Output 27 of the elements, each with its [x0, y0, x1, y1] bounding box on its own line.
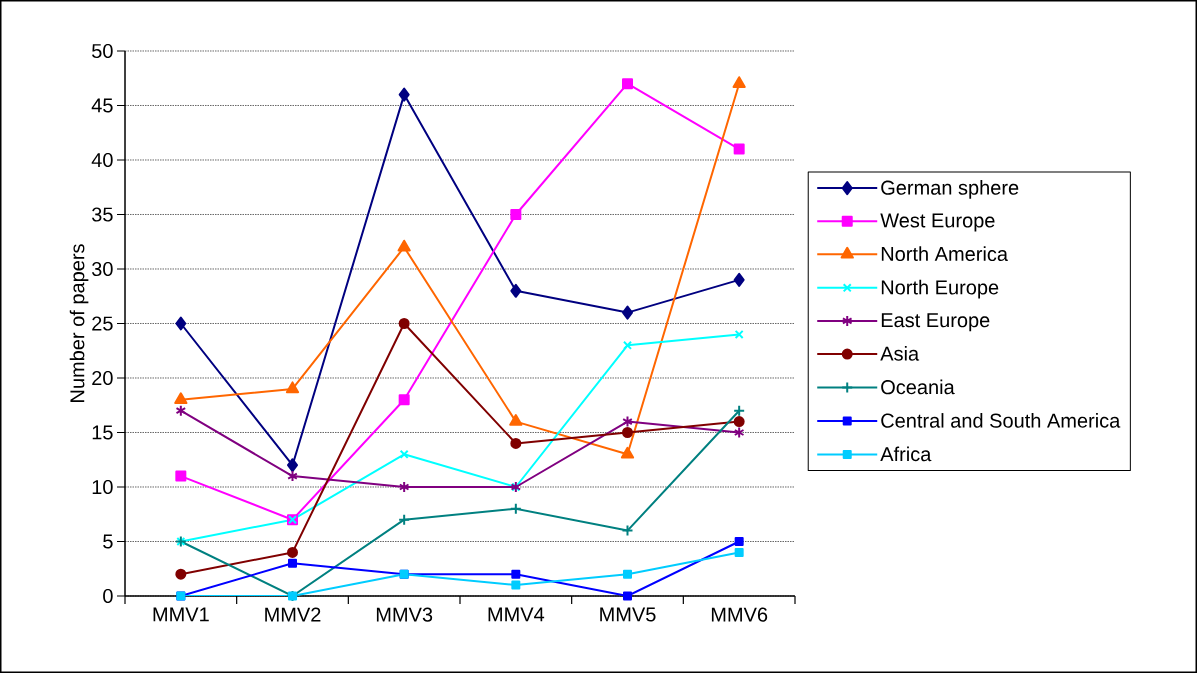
- x-tick-label: MMV6: [711, 607, 768, 622]
- y-tick-label: 30: [91, 261, 113, 277]
- legend-label: North Europe: [881, 279, 999, 299]
- legend-label: North America: [881, 246, 1009, 262]
- y-axis-title: Number of papers: [69, 244, 89, 402]
- legend-label: West Europe: [880, 213, 995, 232]
- legend-label: Africa: [880, 446, 932, 462]
- y-tick-label: 25: [92, 316, 113, 331]
- x-tick-label: MMV5: [600, 607, 656, 622]
- y-tick-label: 5: [103, 534, 113, 549]
- x-tick-label: MMV4: [488, 607, 545, 622]
- legend-label: Asia: [880, 346, 920, 361]
- y-tick-label: 20: [92, 370, 113, 386]
- y-tick-label: 40: [91, 152, 113, 168]
- x-tick-label: MMV3: [376, 607, 433, 622]
- y-tick-label: 45: [91, 98, 113, 113]
- legend-label: East Europe: [881, 313, 990, 332]
- x-tick-label: MMV1: [153, 607, 209, 622]
- y-tick-label: 15: [92, 425, 113, 440]
- legend-label: German sphere: [881, 180, 1019, 199]
- y-tick-label: 35: [91, 207, 113, 222]
- y-tick-label: 50: [92, 43, 113, 59]
- legend-label: Oceania: [881, 379, 955, 395]
- y-tick-label: 0: [103, 588, 113, 604]
- y-tick-label: 10: [92, 479, 113, 495]
- legend-label: Central and South America: [881, 413, 1121, 428]
- x-tick-label: MMV2: [265, 607, 321, 622]
